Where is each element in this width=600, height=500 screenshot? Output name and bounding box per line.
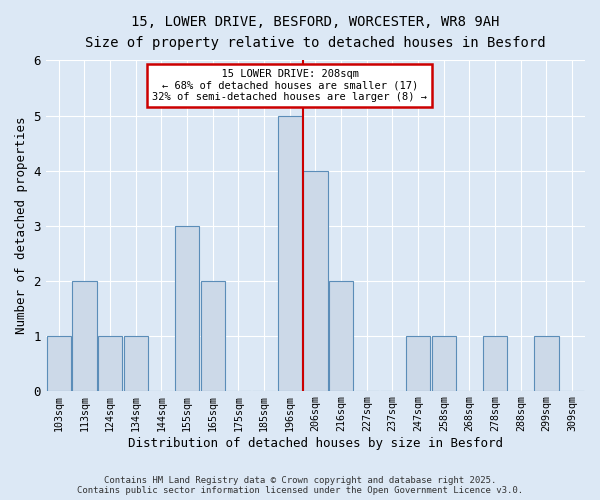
- Bar: [98, 336, 122, 390]
- Title: 15, LOWER DRIVE, BESFORD, WORCESTER, WR8 9AH
Size of property relative to detach: 15, LOWER DRIVE, BESFORD, WORCESTER, WR8…: [85, 15, 546, 50]
- Bar: [329, 280, 353, 390]
- Bar: [278, 116, 302, 390]
- Bar: [483, 336, 508, 390]
- Bar: [175, 226, 199, 390]
- X-axis label: Distribution of detached houses by size in Besford: Distribution of detached houses by size …: [128, 437, 503, 450]
- Bar: [406, 336, 430, 390]
- Y-axis label: Number of detached properties: Number of detached properties: [15, 117, 28, 334]
- Bar: [200, 280, 225, 390]
- Bar: [431, 336, 456, 390]
- Bar: [303, 170, 328, 390]
- Bar: [535, 336, 559, 390]
- Text: Contains HM Land Registry data © Crown copyright and database right 2025.
Contai: Contains HM Land Registry data © Crown c…: [77, 476, 523, 495]
- Bar: [47, 336, 71, 390]
- Bar: [72, 280, 97, 390]
- Bar: [124, 336, 148, 390]
- Text: 15 LOWER DRIVE: 208sqm  
← 68% of detached houses are smaller (17)
32% of semi-d: 15 LOWER DRIVE: 208sqm ← 68% of detached…: [152, 68, 427, 102]
